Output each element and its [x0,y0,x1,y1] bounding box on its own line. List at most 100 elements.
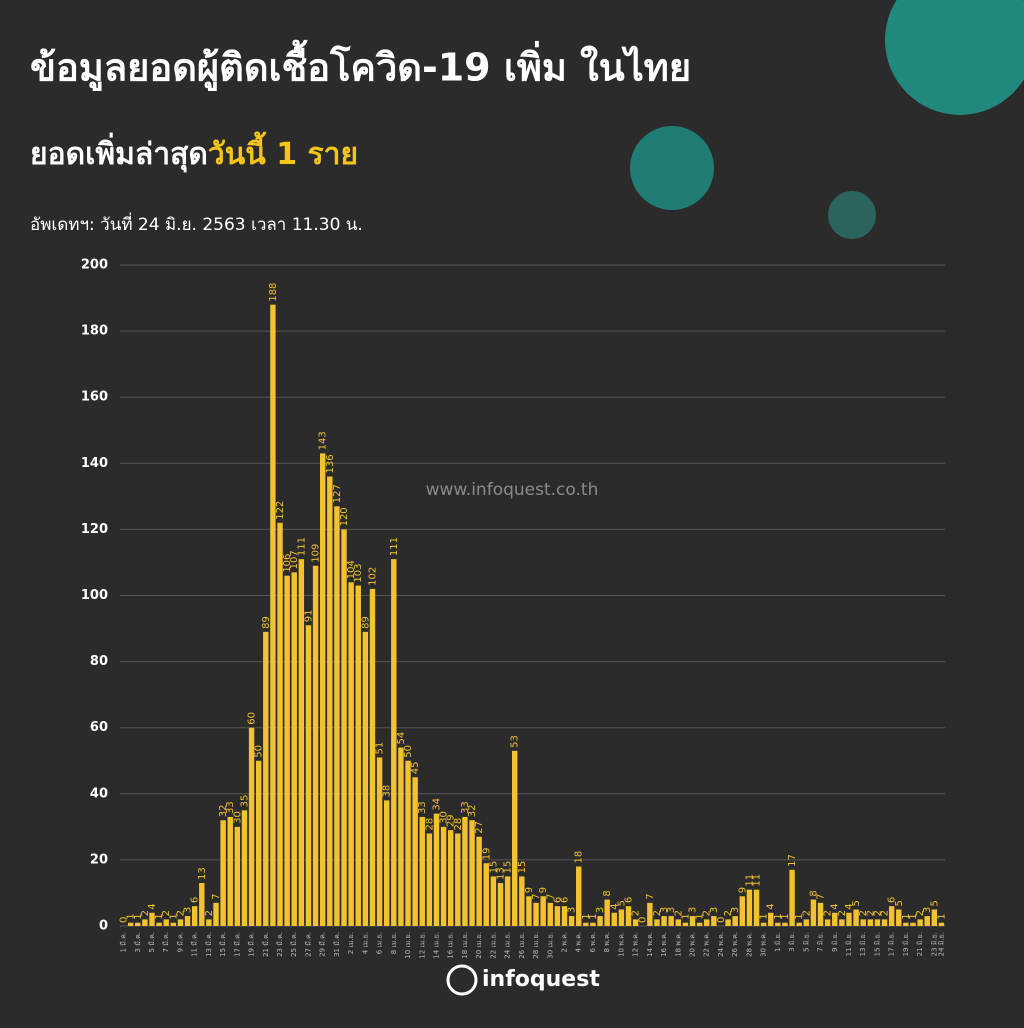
x-tick-label: 7 มี.ค. [162,932,170,952]
value-label: 13 [197,867,208,880]
watermark: www.infoquest.co.th [426,480,599,500]
bar [725,919,731,926]
bar [704,919,710,926]
x-tick-label: 28 เม.ย. [532,932,540,959]
y-tick-label: 180 [81,324,108,339]
value-label: 0 [716,917,727,923]
x-tick-label: 11 มี.ค. [191,932,199,957]
value-label: 2 [723,910,734,916]
bar [234,826,241,926]
bar [127,922,134,926]
x-tick-label: 14 เม.ย. [432,932,440,959]
value-label: 28 [453,818,464,831]
x-tick-label: 23 มิ.ย. [930,932,938,956]
logo: infoquest [482,967,600,992]
bar [618,909,625,926]
bar [661,916,667,926]
x-tick-label: 2 เม.ย. [347,932,355,954]
y-tick-label: 40 [90,786,108,801]
x-tick-label: 24 มิ.ย. [937,932,945,956]
value-label: 2 [161,910,172,916]
bar [839,919,845,926]
bar [298,559,305,926]
value-label: 29 [446,814,457,827]
x-tick-label: 20 เม.ย. [475,932,483,959]
bar [540,896,546,926]
value-label: 30 [232,811,243,824]
x-tick-label: 22 พ.ค. [703,932,711,957]
y-tick-label: 120 [81,522,108,537]
value-label: 32 [218,805,229,818]
x-tick-label: 6 พ.ค. [589,932,597,952]
value-label: 106 [282,554,293,573]
value-label: 1 [126,913,137,919]
x-tick-label: 10 เม.ย. [404,932,412,959]
bar [426,833,433,926]
bar [803,919,810,926]
value-label: 15 [503,861,514,874]
bar [490,876,497,926]
x-tick-label: 12 พ.ค. [632,932,640,957]
bar [433,813,440,926]
x-tick-label: 3 มี.ค. [134,932,142,952]
bar [782,922,788,926]
value-label: 6 [190,897,201,903]
x-tick-label: 25 มี.ค. [290,932,298,957]
bar [888,906,895,926]
bar [440,826,447,926]
x-tick-label: 16 เม.ย. [447,932,455,959]
value-label: 60 [247,712,258,725]
bar [853,909,859,926]
x-tick-label: 17 มิ.ย. [888,932,896,956]
x-tick-label: 27 มี.ค. [304,932,312,957]
bar [334,506,340,926]
y-tick-label: 200 [81,258,108,273]
x-tick-label: 2 พ.ค. [561,932,569,952]
value-label: 2 [865,910,876,916]
value-label: 1 [168,913,179,919]
bar [512,750,518,926]
y-tick-label: 140 [81,456,108,471]
x-tick-label: 4 เม.ย. [361,932,369,954]
value-label: 2 [823,910,834,916]
value-label: 50 [254,745,265,758]
bar [369,588,376,926]
bar [476,836,482,926]
bar [590,922,596,926]
bar [305,625,312,926]
x-tick-label: 6 เม.ย. [376,932,384,954]
value-label: 1 [936,913,947,919]
value-label: 2 [837,910,848,916]
value-label: 35 [239,795,250,808]
subtitle-highlight: วันนี้ 1 ราย [208,131,358,172]
x-tick-label: 13 มิ.ย. [859,932,867,956]
bar [568,916,575,926]
value-label: 143 [318,431,329,450]
value-label: 15 [488,861,499,874]
bar [753,889,760,926]
value-label: 2 [880,910,891,916]
value-label: 127 [332,484,343,503]
x-tick-label: 4 พ.ค. [575,932,583,952]
bar [632,919,639,926]
value-label: 32 [467,805,478,818]
bar [227,816,233,926]
value-label: 45 [410,762,421,775]
bar [931,909,938,926]
value-label: 9 [538,887,549,893]
bar [903,922,909,926]
x-tick-label: 26 เม.ย. [518,932,526,959]
value-label: 2 [673,910,684,916]
x-tick-label: 29 มี.ค. [319,932,327,957]
virus-decoration [630,0,1024,239]
value-label: 28 [424,818,435,831]
value-label: 136 [325,454,336,473]
value-label: 2 [915,910,926,916]
bar [255,760,262,926]
bar [554,906,561,926]
value-label: 111 [389,537,400,556]
value-label: 3 [922,907,933,913]
bar [739,896,746,926]
bar [391,559,397,926]
